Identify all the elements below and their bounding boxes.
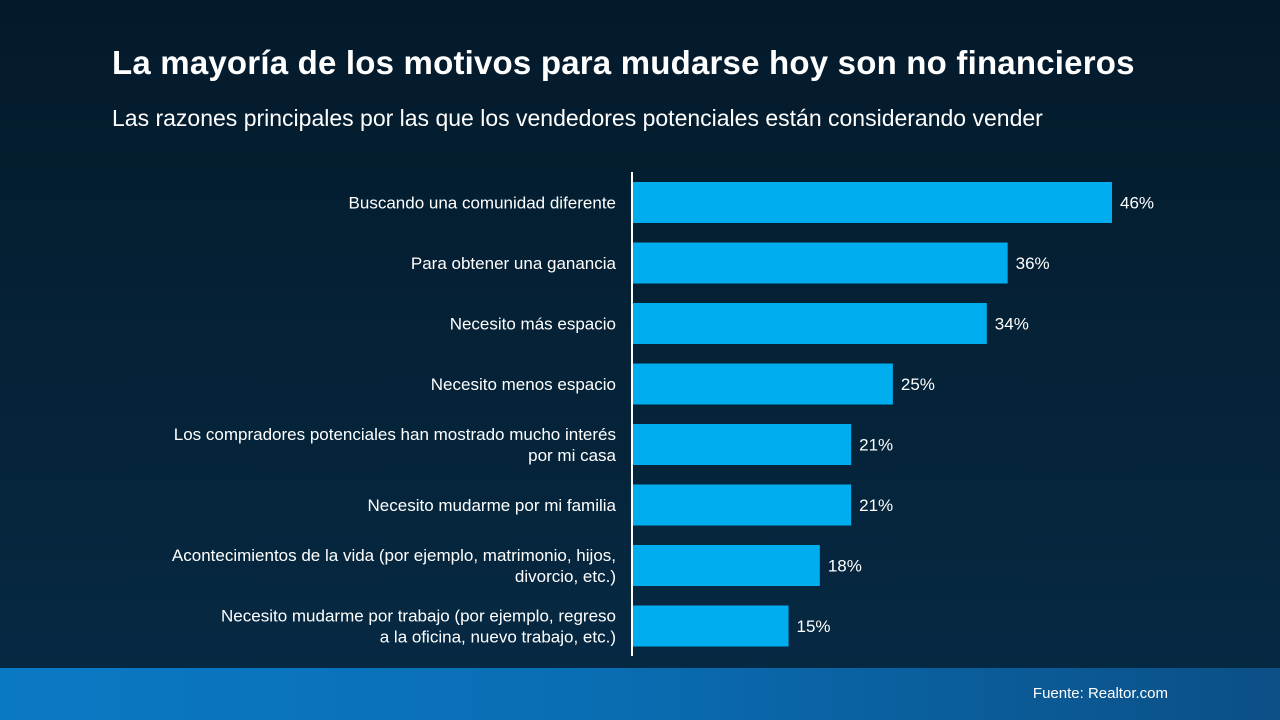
bar-6 [632,484,852,526]
category-label-5: Los compradores potenciales han mostrado… [174,425,617,465]
footer-band: Fuente: Realtor.com [0,668,1280,720]
data-label-2: 36% [1016,254,1050,273]
data-label-1: 46% [1120,194,1154,213]
page-title: La mayoría de los motivos para mudarse h… [112,44,1135,81]
data-label-6: 21% [859,496,893,515]
category-label-4: Necesito menos espacio [431,375,616,394]
category-label-3: Necesito más espacio [450,315,616,334]
bar-4 [632,363,893,405]
page-subtitle: Las razones principales por las que los … [112,105,1043,131]
data-label-8: 15% [797,617,831,636]
data-label-5: 21% [859,436,893,455]
source-label: Fuente: Realtor.com [1032,685,1168,702]
bar-8 [632,605,789,647]
category-label-7: Acontecimientos de la vida (por ejemplo,… [172,546,616,586]
bar-3 [632,303,987,344]
bar-7 [632,545,820,586]
bar-2 [632,242,1008,284]
data-label-4: 25% [901,375,935,394]
bar-5 [632,424,852,465]
category-label-6: Necesito mudarme por mi familia [368,496,617,515]
category-label-8: Necesito mudarme por trabajo (por ejempl… [221,607,616,647]
category-label-1: Buscando una comunidad diferente [349,194,616,213]
data-label-3: 34% [995,315,1029,334]
data-label-7: 18% [828,557,862,576]
category-label-2: Para obtener una ganancia [411,254,617,273]
bar-1 [632,182,1112,223]
bar-chart: 46% Buscando una comunidad diferente 36% Pa… [172,182,1154,647]
